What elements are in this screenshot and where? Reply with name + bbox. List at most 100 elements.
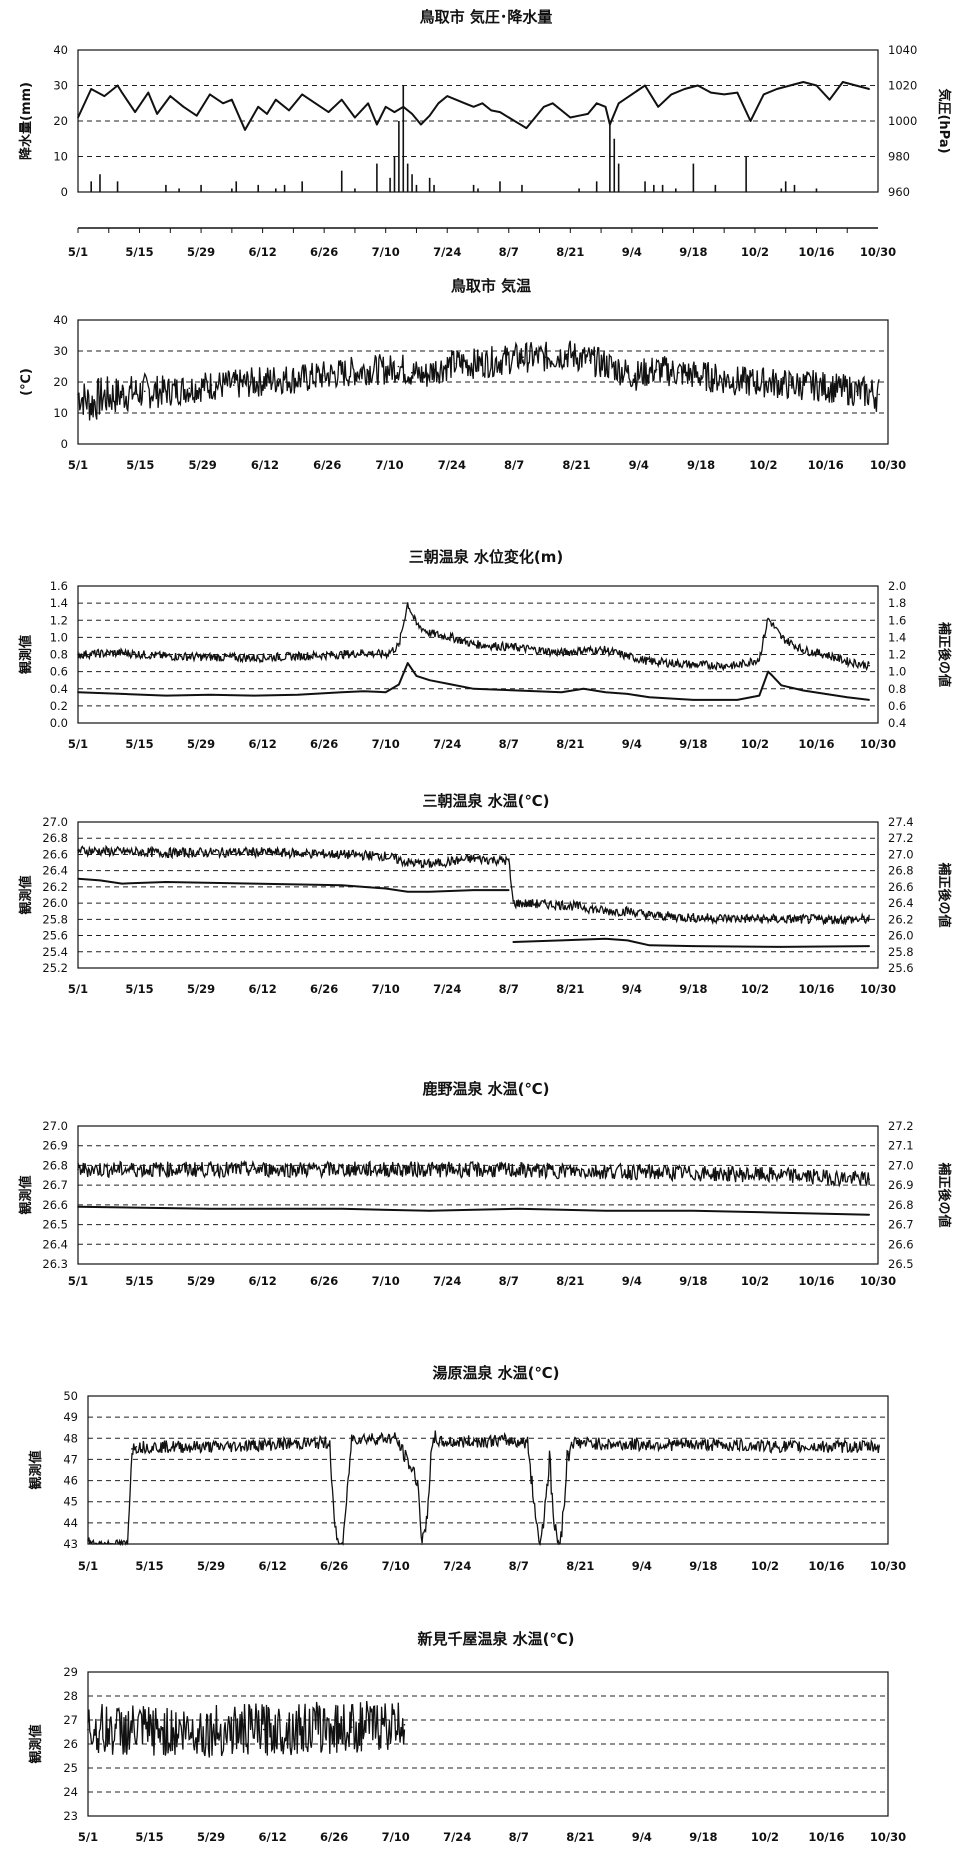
x-tick-label: 5/29 [187,1274,215,1288]
x-tick-label: 10/30 [860,245,896,259]
chart-title: 鹿野温泉 水温(℃) [422,1080,549,1098]
data-point [539,1543,542,1545]
data-point [99,879,101,882]
data-point [77,393,79,396]
y2-tick-label: 27.0 [888,1158,914,1172]
x-tick-label: 8/7 [509,1830,529,1844]
data-point [376,123,378,126]
data-point [253,851,255,853]
data-point [516,646,519,649]
data-point [722,378,725,380]
data-point [828,98,831,101]
data-point [354,116,356,119]
series-line-1 [77,81,870,131]
data-point [87,1728,89,1731]
data-point [626,693,629,695]
data-point [209,693,211,696]
y-tick-label: 43 [63,1537,78,1551]
x-tick-label: 10/30 [860,982,896,996]
data-point [126,1543,129,1545]
data-point [648,696,651,699]
data-point [450,636,453,639]
x-tick-label: 5/15 [125,737,153,751]
data-point [481,102,484,105]
x-tick-label: 8/21 [556,245,584,259]
x-tick-label: 5/15 [125,1274,153,1288]
data-point [525,127,528,129]
chart-title: 鳥取市 気圧･降水量 [420,8,553,26]
data-point [77,653,79,656]
data-point [692,699,695,701]
data-point [340,653,343,656]
y-tick-label: 20 [53,114,68,128]
data-point [301,93,303,96]
data-point [219,1445,221,1448]
data-point [165,694,167,697]
data-point [802,649,805,652]
y2-tick-label: 26.5 [888,1257,914,1271]
x-tick-label: 6/26 [310,1274,338,1288]
plot-frame [87,1671,889,1817]
y-tick-label: 47 [63,1452,78,1466]
data-point [77,849,79,852]
y2-tick-label: 1.4 [888,630,906,644]
data-point [398,683,400,686]
y2-tick-label: 26.8 [888,1198,914,1212]
x-tick-label: 7/24 [438,458,466,472]
x-tick-label: 6/26 [320,1559,348,1573]
x-tick-label: 5/29 [189,458,217,472]
data-point [464,102,466,105]
data-point [692,945,695,947]
y2-tick-label: 26.6 [888,880,914,894]
chart-yubara-water-temp: 湯原温泉 水温(℃) 43 44 45 46 47 48 49 50 5/1 5/15 5/29 6/1… [28,1364,906,1573]
x-tick-label: 9/4 [622,982,642,996]
x-tick-label: 5/15 [135,1559,163,1573]
data-point [557,1543,560,1545]
x-tick-label: 7/10 [382,1559,410,1573]
series-noisy-0 [77,844,870,926]
y2-tick-label: 2.0 [888,579,906,593]
y-tick-label: 26.3 [42,1257,68,1271]
data-point [90,88,92,90]
y-tick-label: 20 [53,375,68,389]
data-point [116,84,119,87]
data-point [428,114,431,117]
data-point [789,84,791,87]
data-point [604,649,607,652]
data-point [548,1458,551,1461]
data-point [582,687,585,690]
chart-misasa-water-level: 三朝温泉 水位変化(m) 0.0 0.2 0.4 0.6 0.8 1.0 1.2 1.4 1.6 0… [18,548,952,751]
y2-tick-label: 26.6 [888,1237,914,1251]
data-point [428,679,431,681]
data-point [780,1174,783,1177]
x-tick-label: 8/21 [566,1830,594,1844]
y-tick-label: 30 [53,79,68,93]
data-point [516,1208,519,1210]
data-point [428,1209,431,1212]
data-point [362,651,365,654]
data-point [507,116,510,119]
data-point [648,660,651,663]
data-point [561,1522,564,1524]
data-point [406,662,409,664]
data-point [446,95,449,97]
data-point [366,368,369,371]
data-point [589,359,591,362]
data-point [595,102,598,105]
y2-tick-label: 27.4 [888,815,914,829]
data-point [327,111,330,113]
x-tick-label: 8/7 [499,982,519,996]
data-point [472,643,475,646]
data-point [165,881,167,883]
chart-title: 三朝温泉 水温(℃) [422,792,549,810]
data-point [314,102,317,105]
data-point [868,699,871,701]
y-tick-label: 0 [61,185,68,199]
y-tick-label: 50 [63,1389,78,1403]
data-point [77,691,79,693]
x-tick-label: 8/7 [504,458,524,472]
x-tick-label: 7/10 [375,458,403,472]
data-point [678,371,680,374]
data-point [604,691,607,693]
x-tick-label: 10/16 [798,982,834,996]
